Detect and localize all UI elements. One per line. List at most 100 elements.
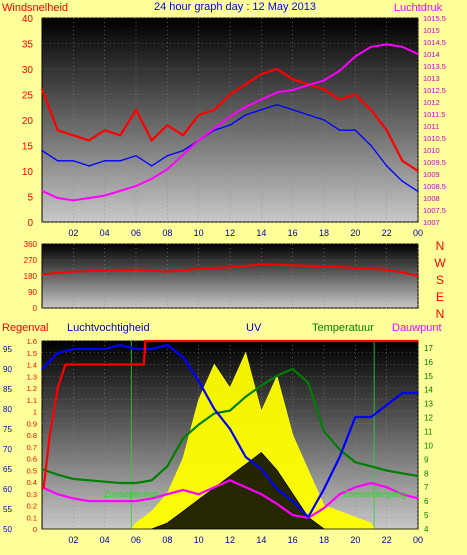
temperature-point	[323, 430, 325, 433]
rain-tick-label: 0.6	[27, 455, 37, 464]
wind-tick-label: 10	[22, 167, 34, 178]
dewpoint-point	[354, 486, 357, 489]
uv-area	[42, 351, 418, 530]
wind-x-tick-label: 10	[194, 228, 204, 238]
gust-point	[338, 98, 341, 101]
wind-tick-label: 5	[27, 193, 33, 204]
rain-x-tick-label: 00	[413, 535, 423, 545]
pressure-tick-label: 1013	[423, 74, 440, 83]
direction-point	[385, 268, 388, 271]
temperature-point	[417, 475, 419, 477]
temperature-point	[72, 478, 75, 480]
wind-x-tick-label: 02	[68, 228, 78, 238]
humidity-point	[417, 392, 419, 394]
dewpoint-point	[182, 489, 184, 491]
humidity-point	[229, 428, 231, 430]
direction-point	[197, 268, 200, 270]
pressure-point	[119, 190, 122, 192]
pressure-tick-label: 1015	[423, 26, 440, 35]
dewpoint-point	[197, 493, 200, 495]
rain-tick-label: 0.1	[27, 513, 37, 522]
wind-x-tick-label: 12	[225, 228, 235, 238]
temperature-point	[276, 375, 278, 377]
gust-point	[354, 93, 357, 96]
gust-point	[323, 88, 325, 91]
wind-point	[135, 154, 137, 157]
rain-x-tick-label: 12	[225, 535, 235, 545]
direction-tick-label: 270	[24, 256, 38, 265]
wind-pressure-panel: Windsnelheid 24 hour graph day : 12 May …	[2, 1, 446, 238]
dewpoint-point	[401, 493, 404, 495]
direction-point	[72, 270, 75, 273]
wind-point	[276, 103, 278, 106]
rain-x-ticks: 02 04 06 08 10 12 14 16 18 20 22 00	[68, 535, 423, 545]
direction-y-ticks: 0 90 180 270 360	[24, 240, 38, 313]
wind-point	[354, 129, 357, 131]
dewpoint-point	[119, 500, 122, 502]
pressure-point	[103, 194, 106, 197]
rain-point	[72, 363, 75, 366]
humidity-point	[354, 416, 357, 418]
temperature-point	[338, 448, 341, 451]
wind-point	[41, 149, 43, 152]
pressure-point	[197, 139, 200, 142]
direction-point	[229, 266, 231, 268]
wind-x-tick-label: 14	[256, 228, 266, 238]
temperature-tick-label: 7	[424, 483, 429, 492]
pressure-point	[166, 168, 169, 170]
gust-point	[385, 129, 388, 131]
humidity-tick-label: 70	[3, 445, 12, 454]
wind-x-tick-label: 22	[382, 228, 392, 238]
pressure-point	[307, 84, 310, 86]
pressure-tick-label: 1008.5	[423, 182, 446, 191]
humidity-tick-label: 60	[3, 485, 12, 494]
gust-point	[197, 114, 200, 116]
dewpoint-point	[291, 514, 294, 516]
pressure-tick-label: 1007.5	[423, 206, 446, 215]
rain-tick-label: 0.7	[27, 443, 37, 452]
gust-point	[56, 129, 59, 131]
temperature-point	[385, 469, 388, 472]
temperature-tick-label: 16	[424, 358, 433, 367]
rain-tick-label: 0.2	[27, 502, 37, 511]
direction-tick-label: 0	[33, 304, 38, 313]
rain-point	[144, 340, 147, 342]
direction-tick-label: 360	[24, 240, 38, 249]
pressure-tick-label: 1009	[423, 170, 440, 179]
gust-point	[260, 73, 263, 75]
temperature-point	[401, 472, 404, 475]
dewpoint-label: Dauwpunt	[392, 322, 442, 334]
gust-point	[135, 109, 137, 111]
wind-point	[150, 165, 153, 167]
gust-point	[276, 68, 278, 70]
humidity-point	[103, 348, 106, 350]
wind-point	[307, 114, 310, 116]
direction-tick-label: 90	[28, 288, 37, 297]
pressure-point	[56, 197, 59, 199]
pressure-point	[72, 199, 75, 202]
temperature-point	[213, 412, 216, 415]
rain-tick-label: 1.4	[27, 361, 37, 370]
rain-label: Regenval	[2, 322, 48, 334]
compass-label: S	[436, 273, 444, 287]
pressure-point	[291, 89, 294, 91]
pressure-point	[401, 46, 404, 48]
dewpoint-point	[103, 500, 106, 502]
gust-point	[166, 124, 169, 126]
humidity-point	[56, 352, 59, 354]
rain-point	[56, 387, 59, 389]
temperature-tick-label: 8	[424, 469, 429, 478]
wind-point	[229, 124, 231, 126]
humidity-point	[197, 380, 200, 382]
wind-point	[88, 165, 90, 167]
dewpoint-point	[276, 503, 278, 505]
rain-series	[41, 339, 419, 530]
gust-point	[229, 93, 231, 96]
dewpoint-point	[260, 493, 263, 495]
pressure-tick-label: 1013.5	[423, 62, 446, 71]
wind-point	[260, 109, 263, 111]
direction-point	[166, 270, 169, 273]
humidity-tick-label: 75	[3, 425, 12, 434]
